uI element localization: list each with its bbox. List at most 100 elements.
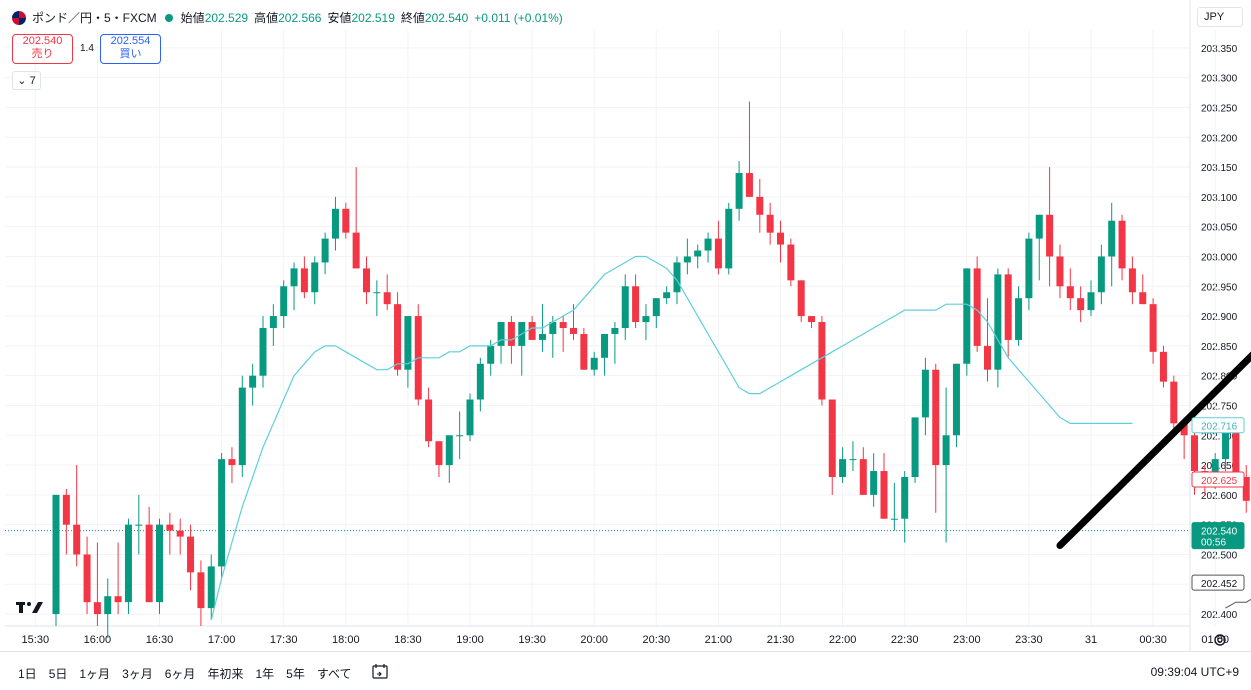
candle-body-21[interactable]: [270, 316, 277, 328]
timeframe-7[interactable]: 5年: [286, 665, 305, 682]
candle-body-104[interactable]: [1129, 268, 1136, 292]
candle-body-90[interactable]: [984, 346, 991, 370]
candle-body-27[interactable]: [332, 209, 339, 239]
candle-body-4[interactable]: [94, 602, 101, 614]
candle-body-96[interactable]: [1046, 215, 1053, 257]
candle-body-29[interactable]: [353, 233, 360, 269]
candle-body-18[interactable]: [239, 388, 246, 465]
calendar-goto-icon[interactable]: [372, 663, 388, 679]
candle-body-5[interactable]: [104, 596, 111, 614]
candle-body-66[interactable]: [736, 173, 743, 209]
candle-body-34[interactable]: [404, 316, 411, 370]
candle-body-95[interactable]: [1036, 215, 1043, 239]
candle-body-94[interactable]: [1025, 239, 1032, 299]
candle-body-53[interactable]: [601, 334, 608, 358]
candle-body-101[interactable]: [1098, 256, 1105, 292]
candle-body-9[interactable]: [146, 525, 153, 602]
candle-body-63[interactable]: [705, 239, 712, 251]
candle-body-100[interactable]: [1088, 292, 1095, 310]
candle-body-83[interactable]: [912, 417, 919, 477]
candle-body-49[interactable]: [560, 322, 567, 328]
timeframe-6[interactable]: 1年: [255, 665, 274, 682]
candle-body-97[interactable]: [1056, 256, 1063, 286]
candle-body-86[interactable]: [943, 435, 950, 465]
candle-body-0[interactable]: [53, 495, 60, 614]
candle-body-76[interactable]: [839, 459, 846, 477]
candle-body-84[interactable]: [922, 370, 929, 418]
candle-body-65[interactable]: [725, 209, 732, 269]
candle-body-8[interactable]: [135, 525, 142, 526]
candle-body-33[interactable]: [394, 304, 401, 370]
candle-body-87[interactable]: [953, 364, 960, 436]
candle-body-108[interactable]: [1170, 382, 1177, 424]
candle-body-19[interactable]: [249, 376, 256, 388]
candle-body-15[interactable]: [208, 566, 215, 608]
candle-body-69[interactable]: [767, 215, 774, 233]
candle-body-17[interactable]: [228, 459, 235, 465]
candle-body-26[interactable]: [322, 239, 329, 263]
candle-body-25[interactable]: [311, 262, 318, 292]
candle-body-88[interactable]: [963, 268, 970, 363]
candle-body-14[interactable]: [197, 572, 204, 608]
price-chart[interactable]: 202.400202.450202.500202.550202.600202.6…: [0, 0, 1251, 651]
candle-body-37[interactable]: [435, 441, 442, 465]
candle-body-44[interactable]: [508, 322, 515, 346]
candle-body-16[interactable]: [218, 459, 225, 566]
candle-body-41[interactable]: [477, 364, 484, 400]
candle-body-36[interactable]: [425, 400, 432, 442]
sell-button[interactable]: 202.540 売り: [12, 34, 73, 64]
candle-body-103[interactable]: [1119, 221, 1126, 269]
candle-body-54[interactable]: [611, 328, 618, 334]
candle-body-22[interactable]: [280, 286, 287, 316]
timeframe-8[interactable]: すべて: [317, 665, 352, 682]
candle-body-74[interactable]: [818, 322, 825, 399]
candle-body-52[interactable]: [591, 358, 598, 370]
gear-icon[interactable]: [1213, 633, 1227, 647]
candle-body-50[interactable]: [570, 328, 577, 334]
candle-body-31[interactable]: [373, 292, 380, 293]
candle-body-98[interactable]: [1067, 286, 1074, 298]
candle-body-12[interactable]: [177, 531, 184, 537]
candle-body-23[interactable]: [291, 268, 298, 286]
candle-body-1[interactable]: [63, 495, 70, 525]
utc-clock[interactable]: 09:39:04 UTC+9: [1151, 665, 1239, 679]
candle-body-58[interactable]: [653, 298, 660, 316]
timeframe-3[interactable]: 3ヶ月: [122, 665, 153, 682]
candle-body-92[interactable]: [1005, 274, 1012, 340]
candle-body-75[interactable]: [829, 400, 836, 477]
candle-body-78[interactable]: [860, 459, 867, 495]
candle-body-59[interactable]: [663, 292, 670, 298]
candle-body-85[interactable]: [932, 370, 939, 465]
candle-body-107[interactable]: [1160, 352, 1167, 382]
candle-body-6[interactable]: [115, 596, 122, 602]
timeframe-0[interactable]: 1日: [18, 665, 37, 682]
candle-body-30[interactable]: [363, 268, 370, 292]
candle-body-73[interactable]: [808, 316, 815, 322]
candle-body-10[interactable]: [156, 525, 163, 602]
candle-body-20[interactable]: [260, 328, 267, 376]
buy-button[interactable]: 202.554 買い: [100, 34, 161, 64]
candle-body-57[interactable]: [642, 316, 649, 322]
candle-body-93[interactable]: [1015, 298, 1022, 340]
timeframe-5[interactable]: 年初来: [207, 665, 243, 682]
timeframe-1[interactable]: 5日: [49, 665, 68, 682]
candle-body-67[interactable]: [746, 173, 753, 197]
symbol-name[interactable]: ポンド／円・5・FXCM: [32, 9, 157, 26]
candle-body-28[interactable]: [342, 209, 349, 233]
candle-body-106[interactable]: [1150, 304, 1157, 352]
currency-selector[interactable]: JPY: [1197, 7, 1243, 27]
candle-body-81[interactable]: [891, 519, 898, 520]
indicators-toggle-button[interactable]: ⌄ 7: [12, 71, 41, 90]
candle-body-64[interactable]: [715, 239, 722, 269]
candle-body-42[interactable]: [487, 346, 494, 364]
candle-body-2[interactable]: [73, 525, 80, 555]
candle-body-102[interactable]: [1108, 221, 1115, 257]
candle-body-51[interactable]: [580, 334, 587, 370]
candle-body-55[interactable]: [622, 286, 629, 328]
candle-body-71[interactable]: [787, 245, 794, 281]
candle-body-13[interactable]: [187, 537, 194, 573]
candle-body-47[interactable]: [539, 334, 546, 340]
candle-body-39[interactable]: [456, 435, 463, 436]
candle-body-24[interactable]: [301, 268, 308, 292]
candle-body-68[interactable]: [756, 197, 763, 215]
